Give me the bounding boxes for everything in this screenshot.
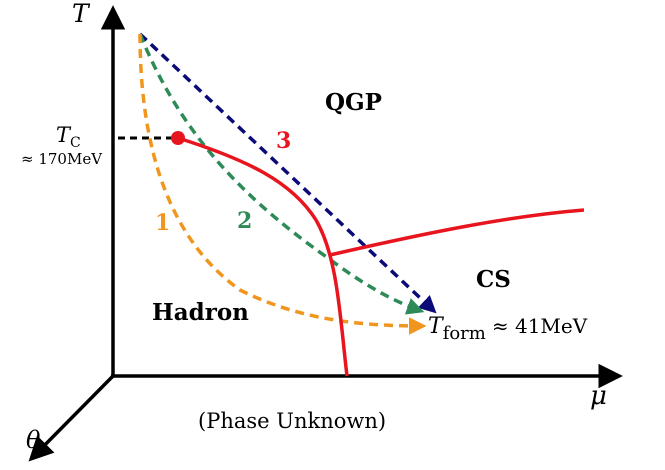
tform-label: Tform ≈ 41MeV	[428, 314, 588, 344]
tc-value: ≈ 170MeV	[21, 150, 103, 168]
path-1-line	[138, 33, 427, 335]
path-2-label: 2	[237, 208, 252, 234]
tc-label: TC	[56, 123, 81, 151]
theta-axis-label: θ	[26, 426, 41, 454]
t-axis-label: T	[72, 0, 91, 28]
path-2-line	[138, 33, 425, 315]
region-hadron-label: Hadron	[152, 299, 249, 326]
phase-boundary-cs	[329, 208, 585, 257]
path-1-label: 1	[155, 210, 170, 236]
phase-boundary-crossover	[177, 136, 349, 377]
path-3-line	[138, 32, 437, 314]
path-3-label: 3	[276, 128, 291, 154]
theta-axis	[28, 374, 115, 462]
critical-point	[171, 131, 185, 145]
mu-axis-label: μ	[590, 381, 607, 411]
region-qgp-label: QGP	[325, 89, 382, 116]
region-unknown-label: (Phase Unknown)	[198, 409, 386, 433]
region-cs-label: CS	[476, 266, 511, 293]
